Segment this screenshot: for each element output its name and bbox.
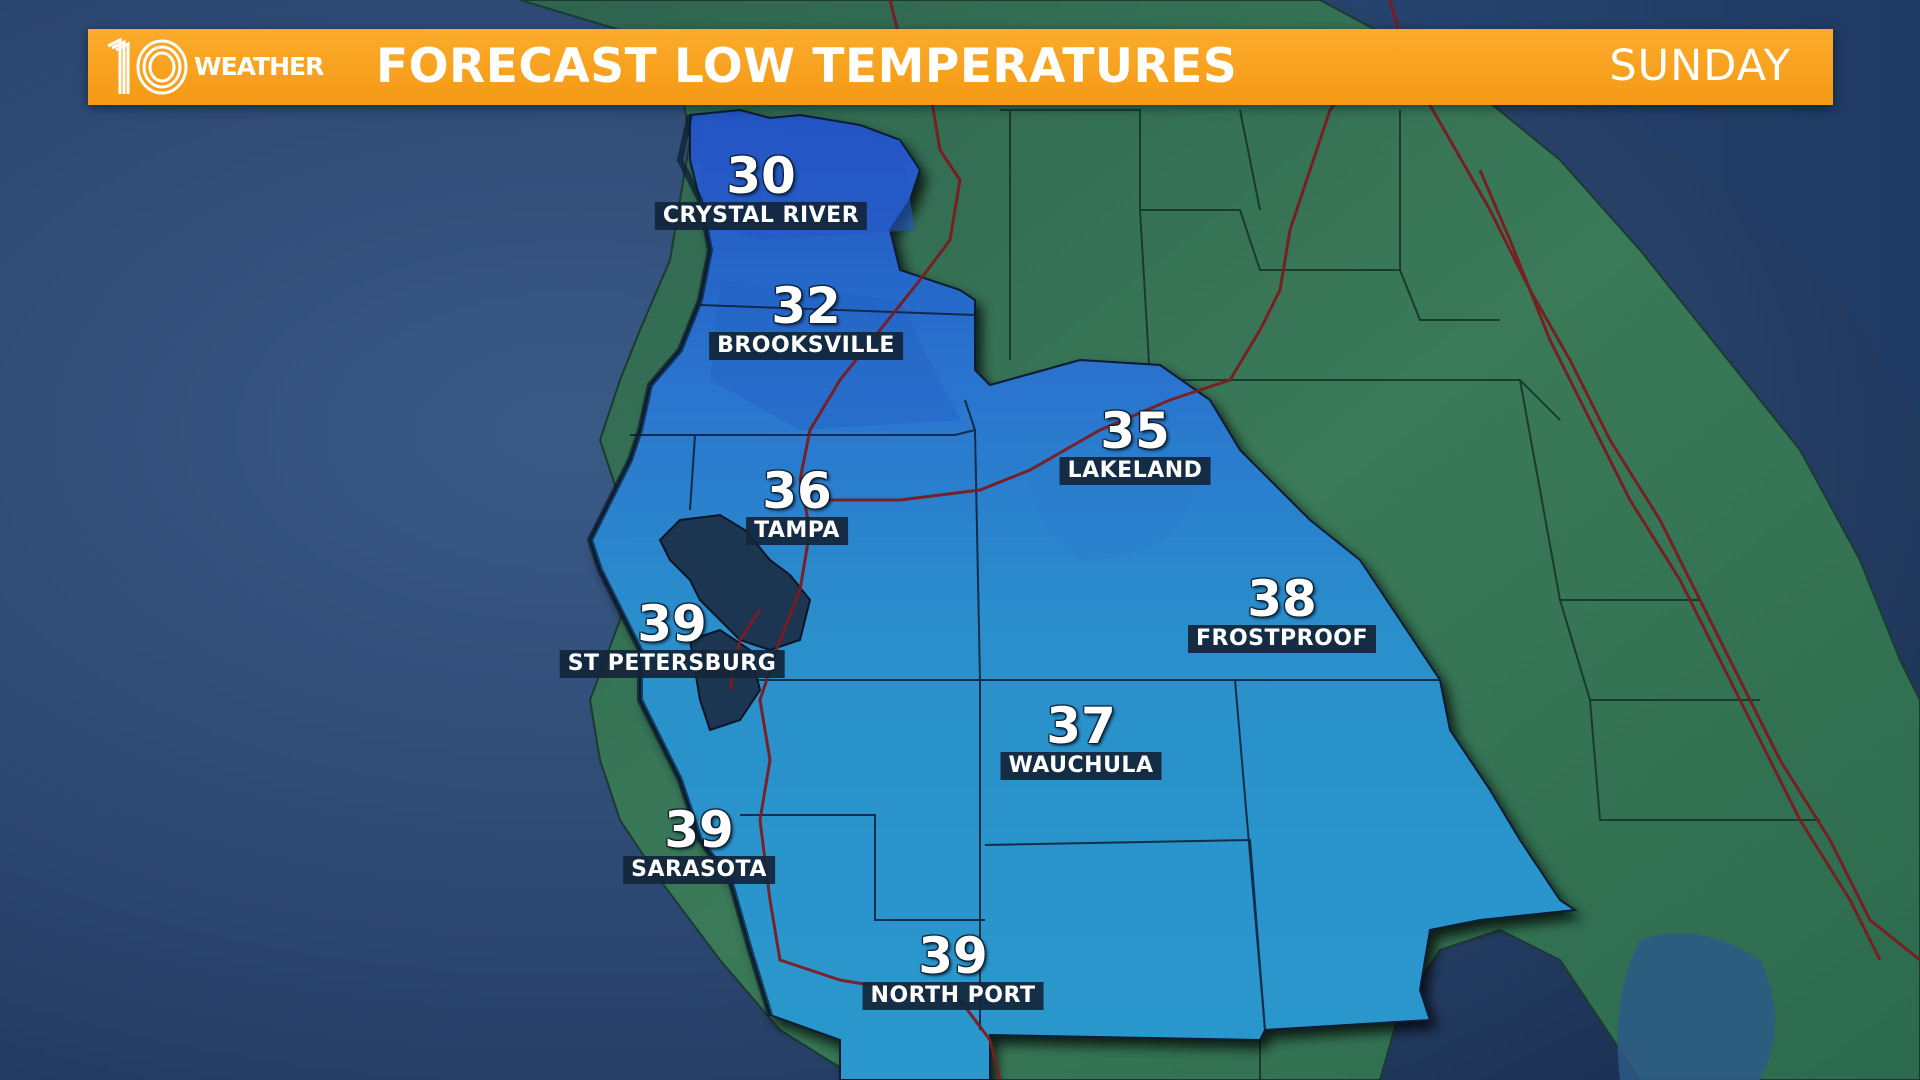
city-name: LAKELAND	[1059, 457, 1211, 485]
city-temp: 30	[726, 147, 796, 205]
city-name: WAUCHULA	[1000, 752, 1162, 780]
city-label-tampa: 36 TAMPA	[746, 465, 848, 545]
west-coast-shadow	[586, 114, 773, 1016]
city-label-crystal-river: 30 CRYSTAL RIVER	[654, 147, 868, 230]
city-temp: 38	[1247, 570, 1317, 628]
city-label-north-port: 39 NORTH PORT	[862, 927, 1044, 1010]
city-name: TAMPA	[746, 517, 848, 545]
logo-wordmark: WEATHER	[194, 52, 324, 81]
city-name: NORTH PORT	[862, 982, 1044, 1010]
city-temp: 36	[762, 462, 832, 520]
city-label-frostproof: 38 FROSTPROOF	[1187, 570, 1377, 653]
station-logo: WEATHER	[102, 36, 342, 98]
city-name: CRYSTAL RIVER	[654, 202, 868, 230]
forecast-day: SUNDAY	[1609, 41, 1791, 91]
city-label-lakeland: 35 LAKELAND	[1059, 402, 1211, 485]
city-label-st-petersburg: 39 ST PETERSBURG	[559, 595, 785, 678]
city-temp: 39	[918, 927, 988, 985]
city-label-brooksville: 32 BROOKSVILLE	[709, 280, 903, 360]
city-temp: 37	[1046, 697, 1116, 755]
city-temp: 32	[771, 277, 841, 335]
page-title: FORECAST LOW TEMPERATURES	[376, 39, 1238, 94]
region-county-lines	[630, 304, 1440, 1031]
city-label-wauchula: 37 WAUCHULA	[1000, 697, 1162, 780]
city-name: BROOKSVILLE	[709, 332, 903, 360]
city-temp: 39	[664, 801, 734, 859]
city-name: SARASOTA	[623, 856, 775, 884]
highways	[728, 0, 1920, 1080]
title-banner: WEATHER FORECAST LOW TEMPERATURES SUNDAY	[88, 29, 1833, 105]
ten-logo-icon	[107, 37, 188, 95]
atlantic-ocean	[1330, 0, 1920, 420]
city-temp: 35	[1100, 402, 1170, 460]
city-label-sarasota: 39 SARASOTA	[623, 804, 775, 884]
city-name: ST PETERSBURG	[559, 650, 785, 678]
city-name: FROSTPROOF	[1187, 625, 1377, 653]
city-temp: 39	[637, 595, 707, 653]
lake-okeechobee	[1617, 933, 1775, 1080]
